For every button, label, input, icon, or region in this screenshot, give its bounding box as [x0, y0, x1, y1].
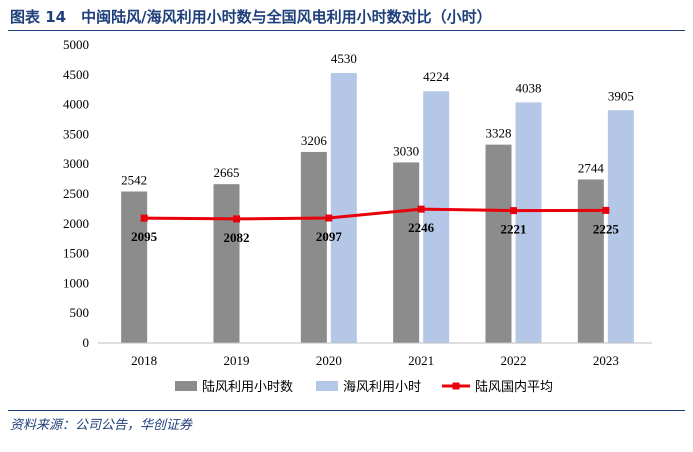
- y-tick-label: 1000: [63, 275, 89, 290]
- bar-onshore-2023: [577, 179, 604, 343]
- data-label-onshore-2018: 2542: [121, 172, 147, 187]
- data-label-onshore-2019: 2665: [214, 165, 240, 180]
- y-tick-label: 2500: [63, 186, 89, 201]
- y-tick-label: 3500: [63, 126, 89, 141]
- bar-onshore-2019: [213, 184, 240, 343]
- figure-title: 图表 14 中闽陆风/海风利用小时数与全国风电利用小时数对比（小时）: [10, 8, 492, 26]
- x-tick-label: 2018: [131, 353, 157, 368]
- data-label-national-2020: 2097: [316, 229, 343, 244]
- y-tick-label: 500: [70, 305, 90, 320]
- data-labels: 2542 2665 3206 4530 3030 4224 3328 4038 2744 3905…: [121, 51, 634, 245]
- y-tick-label: 3000: [63, 156, 89, 171]
- line-national-average: [144, 207, 606, 221]
- y-tick-label: 4000: [63, 97, 89, 112]
- data-label-national-2022: 2221: [501, 222, 527, 237]
- data-label-offshore-2020: 4530: [331, 51, 357, 66]
- y-tick-label: 2000: [63, 216, 89, 231]
- line-marker-2020: [325, 214, 333, 222]
- x-axis: 2018 2019 2020 2021 2022 2023: [98, 342, 652, 368]
- line-marker-2021: [417, 205, 425, 213]
- y-axis-tick-labels: 0 500 1000 1500 2000 2500 3000 3500 4000 4500 5000: [63, 37, 89, 350]
- data-label-national-2023: 2225: [593, 221, 620, 236]
- legend-label: 陆风利用小时数: [202, 379, 293, 394]
- bar-offshore-2023: [607, 110, 634, 344]
- legend: 陆风利用小时数 海风利用小时 陆风国内平均: [175, 379, 553, 394]
- y-tick-label: 0: [83, 335, 90, 350]
- data-label-offshore-2021: 4224: [423, 69, 450, 84]
- x-tick-label: 2019: [224, 353, 250, 368]
- bar-onshore-2021: [393, 162, 420, 343]
- data-label-onshore-2020: 3206: [301, 133, 328, 148]
- legend-swatch-marker: [452, 382, 460, 390]
- data-label-onshore-2022: 3328: [486, 126, 512, 141]
- source-note: 资料来源：公司公告，华创证券: [10, 418, 193, 433]
- source-divider: [8, 410, 685, 411]
- data-label-national-2021: 2246: [408, 220, 435, 235]
- x-tick-label: 2023: [593, 353, 619, 368]
- bar-series: [121, 73, 634, 344]
- line-marker-2019: [233, 215, 240, 223]
- legend-swatch-1: [316, 381, 338, 391]
- x-tick-label: 2022: [501, 353, 527, 368]
- data-label-national-2018: 2095: [131, 229, 158, 244]
- legend-label: 陆风国内平均: [475, 379, 553, 394]
- title-divider: [8, 30, 685, 31]
- bar-onshore-2022: [485, 144, 512, 343]
- legend-swatch-0: [175, 381, 197, 391]
- data-label-onshore-2021: 3030: [393, 143, 419, 158]
- bar-onshore-2018: [121, 191, 148, 343]
- data-label-offshore-2023: 3905: [608, 88, 634, 103]
- wind-hours-chart: 0 500 1000 1500 2000 2500 3000 3500 4000 4500 5000…: [63, 37, 652, 394]
- data-label-offshore-2022: 4038: [516, 80, 542, 95]
- data-label-onshore-2023: 2744: [578, 160, 605, 175]
- y-tick-label: 1500: [63, 246, 89, 261]
- line-series: [140, 205, 610, 223]
- bar-offshore-2021: [423, 91, 450, 343]
- y-tick-label: 5000: [63, 37, 89, 52]
- y-tick-label: 4500: [63, 67, 89, 82]
- line-marker-2023: [602, 206, 610, 214]
- bar-onshore-2020: [300, 151, 327, 343]
- line-marker-2018: [140, 214, 148, 222]
- x-tick-label: 2020: [316, 353, 342, 368]
- bar-offshore-2020: [330, 73, 357, 344]
- x-tick-label: 2021: [408, 353, 434, 368]
- line-marker-2022: [510, 207, 517, 215]
- data-label-national-2019: 2082: [224, 230, 250, 245]
- legend-label: 海风利用小时: [343, 379, 421, 394]
- bar-offshore-2022: [515, 102, 542, 343]
